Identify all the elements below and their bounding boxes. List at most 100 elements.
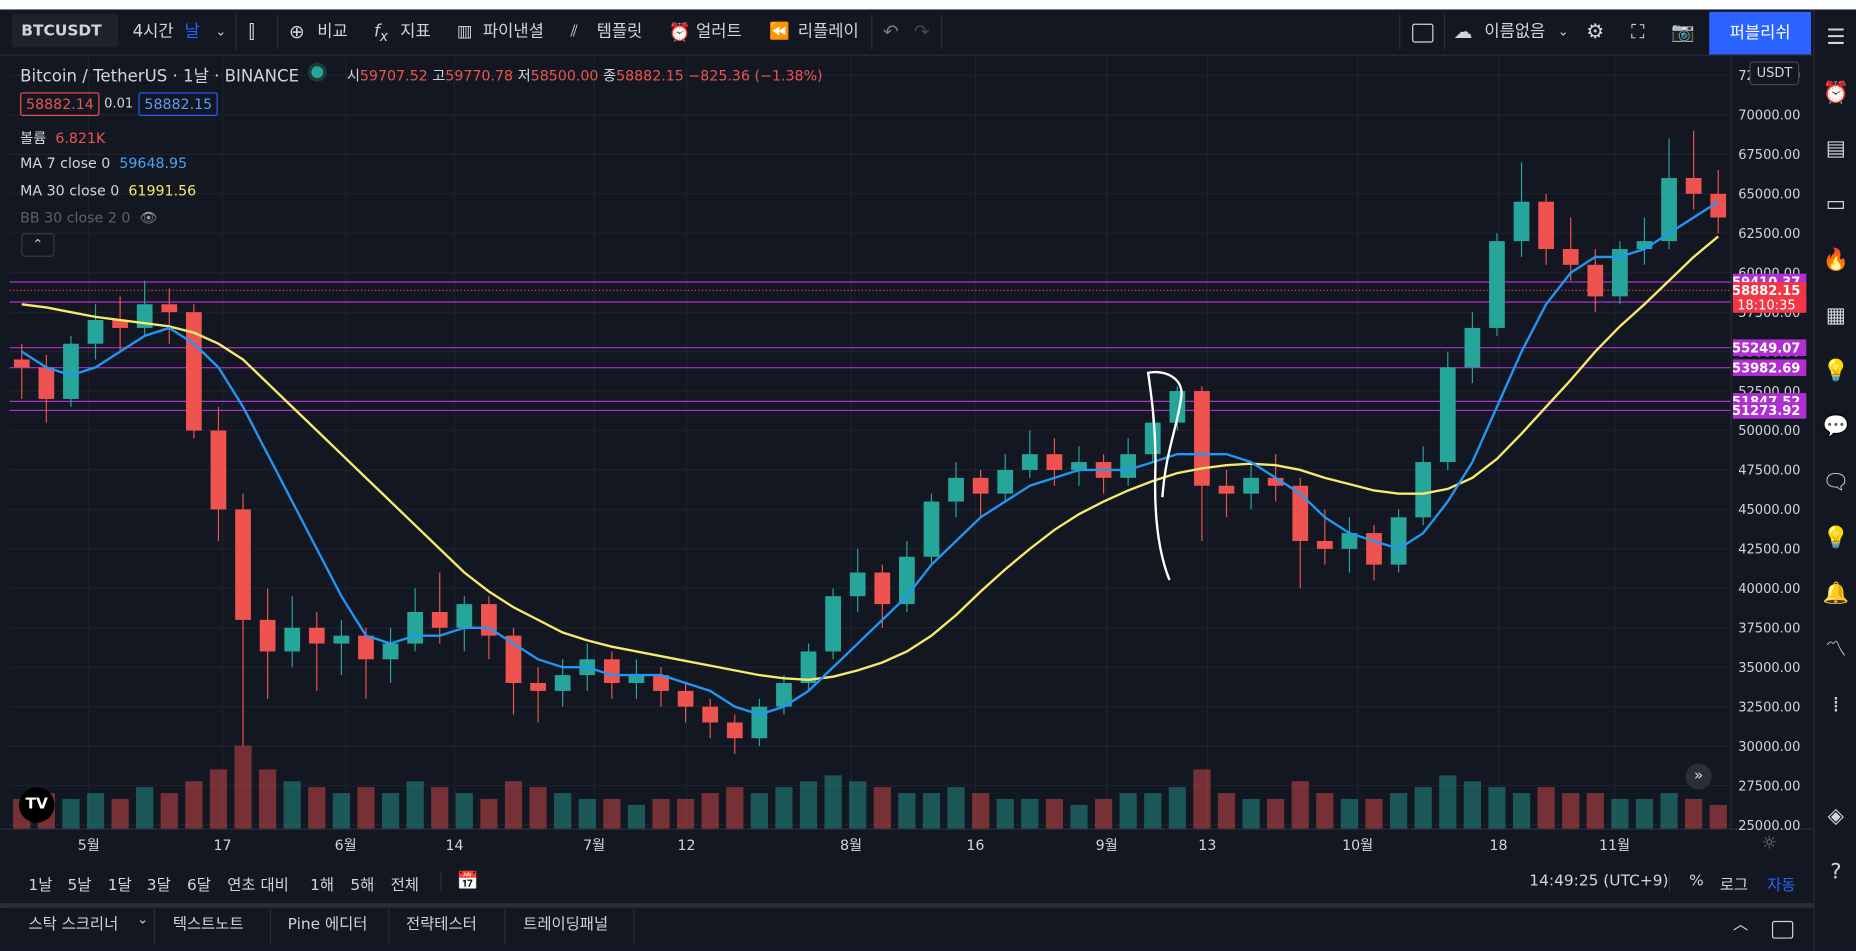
notifications-icon[interactable]: 🔔: [1822, 581, 1850, 607]
tab[interactable]: 트레이딩패널: [523, 916, 609, 934]
drawing: [1146, 370, 1183, 581]
price-tag: [1732, 282, 1807, 313]
range[interactable]: 1날: [28, 877, 53, 895]
volume-bar: [1512, 793, 1531, 829]
layout-name[interactable]: 이름없음: [1484, 22, 1546, 42]
scroll-right[interactable]: »: [1685, 763, 1712, 790]
range[interactable]: 5해: [350, 877, 375, 895]
interval-active[interactable]: 날: [184, 22, 200, 42]
tab[interactable]: 텍스트노트: [172, 916, 244, 934]
volume-bar: [947, 787, 965, 829]
range[interactable]: 6달: [187, 877, 211, 895]
toolbar-item[interactable]: 얼러트: [695, 22, 742, 42]
indicator: MA 7 close 0 59648.95: [20, 155, 187, 172]
settings-icon[interactable]: ⚙: [1586, 20, 1605, 44]
toolbar-item[interactable]: 지표: [400, 22, 431, 42]
ma30-line: [21, 235, 1719, 682]
range[interactable]: 3달: [146, 877, 171, 895]
tab[interactable]: 스탁 스크리너: [28, 916, 119, 934]
right-sidebar: ☰ ⏰ ▤ ▭ 🔥 ▦ 💡 💬 🗨 💡 🔔 〽 ⁞ ◈?: [1813, 9, 1856, 951]
layers-icon[interactable]: ◈: [1827, 803, 1845, 829]
collapse-panel[interactable]: ︿: [1732, 916, 1749, 934]
trend-icon[interactable]: 〽: [1825, 636, 1847, 662]
price-label: 70000.00: [1738, 109, 1800, 124]
tab[interactable]: 전략테스터: [405, 916, 477, 934]
compare-icon[interactable]: ⊕: [288, 20, 305, 43]
candle-body: [1489, 241, 1505, 328]
dropdown-arrow[interactable]: ⌄: [215, 23, 227, 40]
separator: [1399, 14, 1401, 50]
news-icon[interactable]: ▤: [1825, 136, 1846, 161]
range[interactable]: 전체: [390, 877, 419, 895]
toolbar-item[interactable]: 파이낸셜: [482, 22, 544, 42]
signals-icon[interactable]: 💡: [1822, 525, 1850, 551]
watchlist-icon[interactable]: ☰: [1826, 24, 1846, 50]
maximize-panel[interactable]: [1771, 920, 1794, 939]
fullscreen-icon[interactable]: ⛶: [1631, 20, 1645, 43]
volume-bar: [1365, 798, 1383, 829]
bid[interactable]: 58882.14: [20, 92, 100, 116]
candle-body: [210, 430, 227, 510]
range[interactable]: 1해: [310, 877, 335, 895]
hidden-icon[interactable]: 👁: [139, 209, 158, 227]
interval[interactable]: 4시간: [132, 22, 174, 42]
financial-icon[interactable]: ▥: [456, 22, 473, 42]
symbol[interactable]: BTCUSDT: [21, 22, 102, 41]
calendar-icon[interactable]: ▦: [1825, 303, 1846, 328]
dots-icon[interactable]: ⁞: [1832, 692, 1840, 718]
range[interactable]: 연초 대비: [227, 877, 289, 895]
dropdown-arrow[interactable]: ⌄: [137, 911, 149, 927]
hotlist-icon[interactable]: 🔥: [1822, 247, 1850, 273]
collapse-legend[interactable]: ⌃: [21, 233, 55, 257]
volume-bar: [922, 793, 941, 829]
chat-icon[interactable]: 💬: [1822, 414, 1850, 440]
candle-body: [1366, 533, 1382, 565]
dropdown-arrow[interactable]: ⌄: [1557, 23, 1569, 40]
streams-icon[interactable]: 🗨: [1822, 469, 1850, 495]
candle-body: [751, 706, 768, 739]
separator: [871, 14, 873, 50]
time-label: 11월: [1599, 838, 1630, 854]
alert-icon[interactable]: ⏰: [668, 21, 691, 43]
alerts-icon[interactable]: ⏰: [1822, 80, 1850, 106]
log-toggle[interactable]: 로그: [1719, 877, 1749, 895]
layout-icon[interactable]: [1412, 23, 1434, 43]
range[interactable]: 5날: [67, 877, 92, 895]
undo[interactable]: ↶: [883, 20, 899, 43]
replay-icon[interactable]: ⏪: [769, 22, 791, 42]
help-icon[interactable]: ?: [1830, 859, 1842, 885]
separator: [633, 909, 635, 945]
cloud-icon[interactable]: ☁: [1453, 20, 1473, 43]
percent-toggle[interactable]: %: [1689, 872, 1704, 891]
value: 59707.52: [359, 67, 428, 85]
volume-bar: [1144, 793, 1162, 829]
volume-bar: [799, 781, 818, 829]
auto-toggle[interactable]: 자동: [1767, 877, 1796, 895]
snapshot-icon[interactable]: 📷: [1671, 20, 1695, 43]
indicator-icon[interactable]: fx: [374, 22, 389, 45]
goto-date[interactable]: 📅: [456, 869, 480, 892]
toolbar-item[interactable]: 비교: [317, 22, 348, 42]
symbol-box[interactable]: [11, 14, 119, 48]
ask[interactable]: 58882.15: [138, 92, 219, 116]
redo[interactable]: ↷: [913, 20, 930, 43]
chart-type-icon[interactable]: ⫿: [248, 20, 255, 43]
tv-logo[interactable]: TV: [18, 787, 55, 823]
range[interactable]: 1달: [107, 877, 132, 895]
separator: [276, 14, 279, 50]
template-icon[interactable]: ⫽: [570, 22, 578, 42]
axis-settings[interactable]: ☼: [1761, 832, 1778, 854]
tab[interactable]: Pine 에디터: [287, 916, 368, 934]
publish-button[interactable]: 퍼블리쉬: [1709, 11, 1812, 55]
data-icon[interactable]: ▭: [1825, 191, 1846, 217]
ideas-icon[interactable]: 💡: [1822, 358, 1850, 384]
toolbar-item[interactable]: 리플레이: [797, 22, 859, 42]
label: 종: [602, 67, 617, 85]
candle-body: [186, 312, 202, 431]
candle-body: [63, 343, 79, 399]
price-label: 42500.00: [1738, 543, 1800, 558]
toolbar-item[interactable]: 템플릿: [596, 22, 643, 42]
currency-badge[interactable]: USDT: [1749, 61, 1800, 86]
countdown: 18:10:35: [1737, 298, 1795, 313]
